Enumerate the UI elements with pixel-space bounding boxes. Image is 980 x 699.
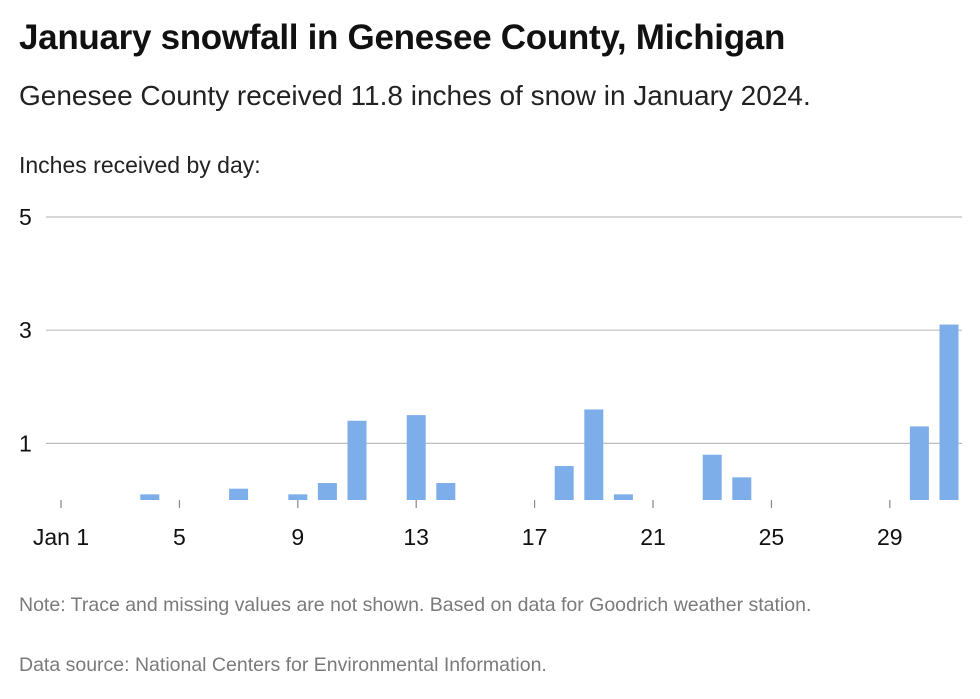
bar-day-7: [229, 488, 249, 500]
x-tick-label: 29: [877, 524, 903, 550]
bar-day-10: [317, 483, 337, 500]
data-source: Data source: National Centers for Enviro…: [19, 654, 547, 676]
bar-day-9: [288, 494, 308, 500]
x-tick-label: 17: [522, 524, 548, 550]
bar-day-18: [554, 466, 574, 500]
grid-lines: [46, 216, 962, 444]
y-axis-label: Inches received by day:: [19, 152, 261, 178]
x-tick-label: 13: [403, 524, 429, 550]
x-tick-label: Jan 1: [33, 524, 89, 550]
x-axis-ticks: Jan 1 5 9 13 17 21 25 29: [33, 500, 903, 550]
x-tick-label: 9: [291, 524, 304, 550]
y-tick-label: 3: [19, 317, 32, 343]
x-tick-label: 21: [640, 524, 666, 550]
bar-day-24: [732, 477, 752, 500]
x-tick-label: 25: [759, 524, 785, 550]
y-tick-label: 1: [19, 430, 32, 456]
bar-day-30: [909, 426, 929, 500]
snowfall-bar-chart: 5 3 1 Jan 1 5 9 13 17 21 25 29: [19, 204, 962, 550]
bar-day-20: [613, 494, 633, 500]
footnote: Note: Trace and missing values are not s…: [19, 594, 812, 616]
bar-day-19: [584, 409, 604, 500]
bar-day-14: [436, 483, 456, 500]
bar-day-23: [702, 454, 722, 500]
y-tick-label: 5: [19, 204, 32, 230]
x-tick-label: 5: [173, 524, 186, 550]
bar-day-11: [347, 420, 367, 500]
y-axis-ticks: 5 3 1: [19, 204, 32, 456]
chart-title: January snowfall in Genesee County, Mich…: [19, 18, 786, 57]
bar-day-4: [140, 494, 160, 500]
chart-subtitle: Genesee County received 11.8 inches of s…: [19, 80, 811, 111]
bar-day-31: [939, 324, 959, 500]
bars: [140, 324, 959, 500]
bar-day-13: [406, 415, 426, 500]
